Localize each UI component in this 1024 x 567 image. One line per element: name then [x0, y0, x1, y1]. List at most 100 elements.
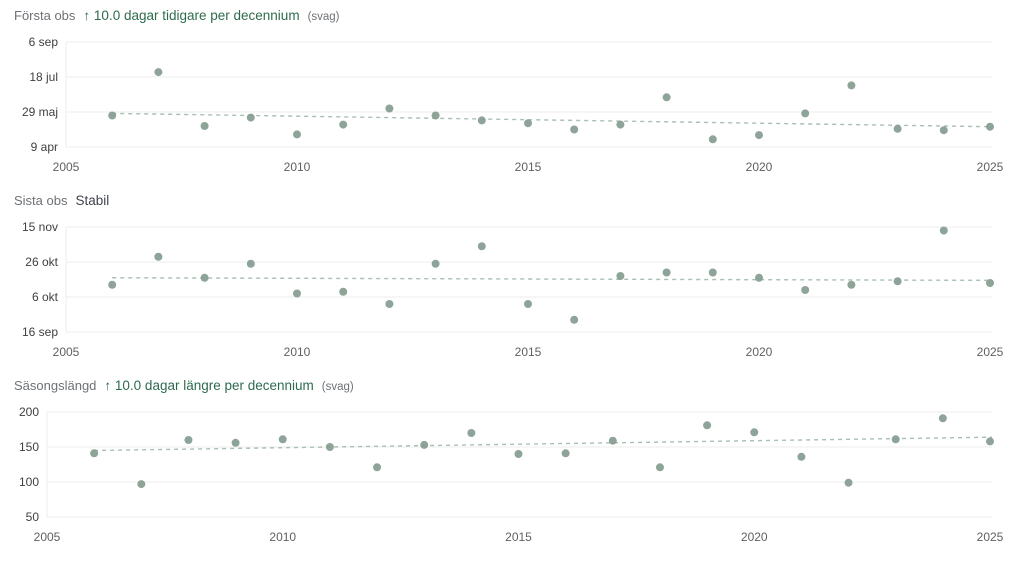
data-point[interactable] [137, 480, 146, 489]
data-point[interactable] [986, 279, 994, 287]
y-axis-tick-label: 9 apr [31, 140, 58, 154]
data-point[interactable] [154, 252, 163, 261]
data-point[interactable] [703, 421, 712, 430]
data-point[interactable] [431, 259, 440, 268]
sasongslangd-scatter-plot: 200 150 100 50 2005 2010 2015 2020 2025 [19, 405, 1004, 544]
data-point[interactable] [467, 429, 476, 437]
data-point[interactable] [477, 242, 486, 251]
data-point[interactable] [662, 93, 671, 102]
data-point[interactable] [662, 268, 671, 277]
chart-section-sista-obs: Sista obs Stabil 15 nov 26 okt 6 okt 16 sep… [0, 185, 1024, 370]
data-point[interactable] [278, 435, 287, 444]
data-point[interactable] [986, 122, 994, 131]
x-axis-tick-label: 2025 [977, 160, 1004, 174]
x-axis-tick-label: 2005 [53, 160, 80, 174]
data-point[interactable] [108, 111, 117, 120]
y-axis-tick-label: 6 sep [29, 35, 59, 49]
data-point[interactable] [570, 315, 579, 324]
trend-strength-qualifier: (svag) [321, 381, 354, 393]
x-axis-tick-label: 2020 [746, 345, 773, 359]
data-point[interactable] [755, 273, 763, 282]
data-point[interactable] [373, 463, 382, 472]
data-point[interactable] [431, 111, 440, 120]
data-point[interactable] [655, 463, 664, 472]
data-point[interactable] [231, 438, 240, 447]
data-point[interactable] [986, 437, 994, 446]
data-point[interactable] [616, 272, 625, 280]
data-point[interactable] [938, 414, 947, 423]
data-point[interactable] [108, 280, 117, 289]
x-axis-tick-label: 2020 [741, 530, 768, 544]
trend-annotation: Stabil [75, 193, 110, 208]
data-point[interactable] [524, 300, 532, 308]
x-axis-tick-label: 2025 [977, 345, 1004, 359]
data-point[interactable] [246, 113, 255, 122]
data-point[interactable] [801, 286, 810, 294]
series-label: Säsongslängd [14, 378, 97, 393]
data-point[interactable] [293, 289, 301, 298]
chart-title-sasongslangd: Säsongslängd ↑ 10.0 dagar längre per dec… [14, 378, 354, 393]
trend-strength-qualifier: (svag) [307, 11, 340, 23]
data-point[interactable] [385, 300, 394, 308]
data-point[interactable] [325, 443, 334, 451]
data-point[interactable] [708, 268, 717, 277]
y-axis-tick-label: 50 [26, 510, 40, 524]
x-axis-tick-label: 2015 [515, 345, 542, 359]
data-point[interactable] [847, 280, 856, 289]
trend-annotation: ↑ 10.0 dagar tidigare per decennium [83, 8, 300, 23]
data-point[interactable] [893, 277, 902, 286]
y-axis-tick-label: 150 [19, 440, 39, 454]
series-label: Första obs [14, 8, 76, 23]
x-axis-tick-label: 2020 [746, 160, 773, 174]
x-axis-tick-label: 2015 [515, 160, 542, 174]
chart-title-sista-obs: Sista obs Stabil [14, 193, 117, 208]
trend-annotation: ↑ 10.0 dagar längre per decennium [104, 378, 314, 393]
data-point[interactable] [847, 81, 856, 90]
data-point[interactable] [755, 131, 763, 140]
y-axis-tick-label: 26 okt [25, 255, 58, 269]
data-point[interactable] [339, 120, 348, 129]
data-point[interactable] [801, 109, 810, 118]
data-point[interactable] [561, 449, 570, 458]
data-point[interactable] [939, 226, 948, 235]
data-point[interactable] [891, 435, 900, 444]
data-point[interactable] [570, 125, 579, 134]
data-point[interactable] [616, 120, 625, 129]
data-point[interactable] [339, 287, 348, 296]
x-axis-tick-label: 2005 [34, 530, 61, 544]
data-point[interactable] [750, 428, 759, 437]
trend-line [112, 112, 993, 128]
series-label: Sista obs [14, 193, 68, 208]
x-axis-tick-label: 2010 [284, 345, 311, 359]
y-axis-tick-label: 200 [19, 405, 39, 419]
trend-line [94, 436, 993, 452]
data-point[interactable] [939, 126, 948, 135]
y-axis-tick-label: 100 [19, 475, 39, 489]
data-point[interactable] [797, 452, 806, 461]
data-point[interactable] [246, 259, 255, 268]
y-axis-tick-label: 16 sep [22, 325, 58, 339]
data-point[interactable] [893, 124, 902, 133]
data-point[interactable] [477, 116, 486, 125]
data-point[interactable] [420, 440, 429, 449]
y-axis-tick-label: 6 okt [32, 290, 59, 304]
data-point[interactable] [154, 68, 163, 77]
data-point[interactable] [608, 436, 617, 445]
chart-title-forsta-obs: Första obs ↑ 10.0 dagar tidigare per dec… [14, 8, 340, 23]
forsta-obs-scatter-plot: 6 sep 18 jul 29 maj 9 apr 2005 2010 2015 2020 20… [22, 35, 1004, 174]
x-axis-tick-label: 2010 [269, 530, 296, 544]
sista-obs-scatter-plot: 15 nov 26 okt 6 okt 16 sep 2005 2010 2015 2020 2… [22, 220, 1004, 359]
data-point[interactable] [514, 450, 523, 458]
data-point[interactable] [184, 436, 193, 444]
data-point[interactable] [385, 104, 394, 113]
data-point[interactable] [200, 273, 209, 282]
data-point[interactable] [200, 122, 209, 130]
data-point[interactable] [293, 130, 301, 139]
y-axis-tick-label: 15 nov [22, 220, 58, 234]
x-axis-tick-label: 2025 [977, 530, 1004, 544]
data-point[interactable] [844, 478, 853, 487]
data-point[interactable] [524, 119, 532, 128]
data-point[interactable] [90, 449, 99, 458]
data-point[interactable] [708, 135, 717, 144]
